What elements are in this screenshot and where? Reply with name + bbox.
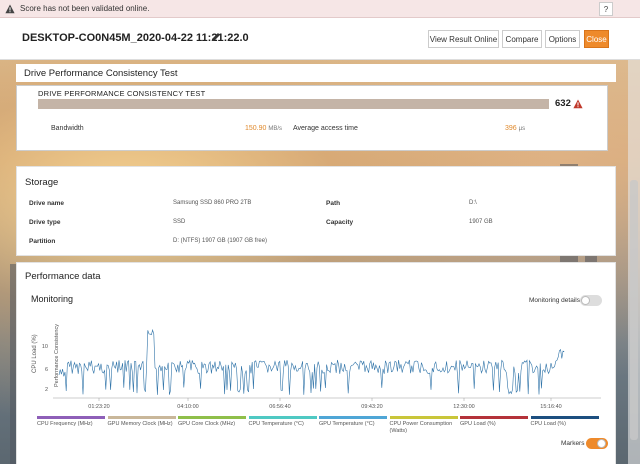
legend-swatch bbox=[389, 416, 458, 419]
cpu-load-series bbox=[58, 328, 565, 395]
legend-item[interactable]: GPU Core Clock (MHz) bbox=[178, 416, 246, 428]
legend-label: GPU Core Clock (MHz) bbox=[178, 421, 236, 427]
legend-label: CPU Frequency (MHz) bbox=[37, 421, 93, 427]
help-button[interactable]: ? bbox=[599, 2, 613, 16]
x-tick-label: 12:30:00 bbox=[453, 404, 474, 410]
storage-section: Storage Drive name Samsung SSD 860 PRO 2… bbox=[16, 166, 616, 256]
partition-label: Partition bbox=[29, 238, 56, 245]
bandwidth-value: 150.90 MB/s bbox=[245, 125, 283, 132]
y2-axis-label: Performance Consistency bbox=[54, 324, 60, 387]
legend-item[interactable]: CPU Frequency (MHz) bbox=[37, 416, 105, 428]
path-label: Path bbox=[326, 200, 341, 207]
drive-type-label: Drive type bbox=[29, 219, 61, 226]
performance-section: Performance data Monitoring Monitoring d… bbox=[16, 262, 616, 464]
x-tick-label: 15:16:40 bbox=[540, 404, 561, 410]
capacity-label: Capacity bbox=[326, 219, 354, 226]
y-tick-label: 10 bbox=[42, 344, 48, 350]
legend-label: CPU Temperature (°C) bbox=[248, 421, 304, 427]
legend-item[interactable]: CPU Power Consumption (Watts) bbox=[389, 416, 458, 435]
x-tick-label: 09:43:20 bbox=[361, 404, 382, 410]
legend-label: CPU Load (%) bbox=[530, 421, 566, 427]
bandwidth-unit: MB/s bbox=[268, 126, 283, 132]
markers-label: Markers bbox=[561, 440, 585, 447]
x-tick-label: 06:56:40 bbox=[269, 404, 290, 410]
legend-swatch bbox=[37, 416, 105, 419]
monitoring-details-label: Monitoring details bbox=[529, 297, 580, 304]
x-tick-label: 04:10:00 bbox=[177, 404, 198, 410]
access-time-label: Average access time bbox=[293, 125, 358, 132]
legend-item[interactable]: CPU Load (%) bbox=[530, 416, 599, 428]
view-result-online-button[interactable]: View Result Online bbox=[428, 30, 499, 48]
monitoring-chart: CPU Load (%) Performance Consistency 2 6 10 0… bbox=[32, 324, 601, 410]
warning-text: Score has not been validated online. bbox=[20, 4, 150, 13]
drive-name-value: Samsung SSD 860 PRO 2TB bbox=[173, 200, 252, 206]
legend-label: GPU Load (%) bbox=[460, 421, 496, 427]
access-time-unit: µs bbox=[518, 126, 526, 132]
compare-button[interactable]: Compare bbox=[502, 30, 542, 48]
drive-type-value: SSD bbox=[173, 219, 186, 225]
legend-item[interactable]: GPU Temperature (°C) bbox=[319, 416, 387, 428]
x-tick-label: 01:23:20 bbox=[88, 404, 109, 410]
legend-item[interactable]: CPU Temperature (°C) bbox=[248, 416, 317, 428]
scrollbar-thumb[interactable] bbox=[630, 180, 638, 440]
legend-label: CPU Power Consumption (Watts) bbox=[389, 421, 453, 434]
dpct-inner-title: DRIVE PERFORMANCE CONSISTENCY TEST bbox=[38, 89, 206, 98]
legend-swatch bbox=[319, 416, 387, 419]
legend-swatch bbox=[460, 416, 528, 419]
partition-value: D: (NTFS) 1907 GB (1907 GB free) bbox=[173, 238, 268, 244]
legend-swatch bbox=[530, 416, 599, 419]
validation-warning-bar: Score has not been validated online. ? bbox=[0, 0, 640, 18]
legend-item[interactable]: GPU Memory Clock (MHz) bbox=[107, 416, 176, 428]
legend-swatch bbox=[248, 416, 317, 419]
legend-swatch bbox=[107, 416, 176, 419]
storage-section-title: Storage bbox=[25, 177, 59, 188]
edit-pencil-icon[interactable] bbox=[211, 32, 221, 42]
markers-toggle[interactable] bbox=[586, 438, 608, 449]
close-button[interactable]: Close bbox=[584, 30, 609, 48]
drive-name-label: Drive name bbox=[29, 200, 65, 207]
y-tick-label: 6 bbox=[45, 367, 48, 373]
dpct-score-card: DRIVE PERFORMANCE CONSISTENCY TEST 632 B… bbox=[16, 85, 608, 151]
performance-section-title: Performance data bbox=[25, 271, 101, 282]
score-bar bbox=[38, 99, 549, 109]
y-axis-label: CPU Load (%) bbox=[32, 334, 38, 373]
score-warning-icon bbox=[573, 99, 583, 109]
legend-swatch bbox=[178, 416, 246, 419]
page-scrollbar[interactable] bbox=[628, 60, 640, 464]
access-time-value: 396 µs bbox=[505, 125, 526, 132]
bandwidth-label: Bandwidth bbox=[51, 125, 84, 132]
monitoring-title: Monitoring bbox=[31, 294, 74, 304]
result-header: DESKTOP-CO0N45M_2020-04-22 11:21:22.0 Vi… bbox=[0, 18, 640, 60]
capacity-value: 1907 GB bbox=[469, 219, 493, 225]
legend-item[interactable]: GPU Load (%) bbox=[460, 416, 528, 428]
legend-label: GPU Temperature (°C) bbox=[319, 421, 375, 427]
monitoring-details-toggle[interactable] bbox=[580, 295, 602, 306]
y-tick-label: 2 bbox=[45, 387, 48, 393]
path-value: D:\ bbox=[469, 200, 477, 206]
options-button[interactable]: Options bbox=[545, 30, 580, 48]
result-title: DESKTOP-CO0N45M_2020-04-22 11:21:22.0 bbox=[22, 32, 249, 44]
warning-icon bbox=[4, 3, 16, 15]
dpct-section-title: Drive Performance Consistency Test bbox=[24, 68, 178, 79]
score-value: 632 bbox=[555, 98, 571, 109]
dpct-section: Drive Performance Consistency Test bbox=[16, 64, 616, 158]
legend-label: GPU Memory Clock (MHz) bbox=[107, 421, 173, 427]
